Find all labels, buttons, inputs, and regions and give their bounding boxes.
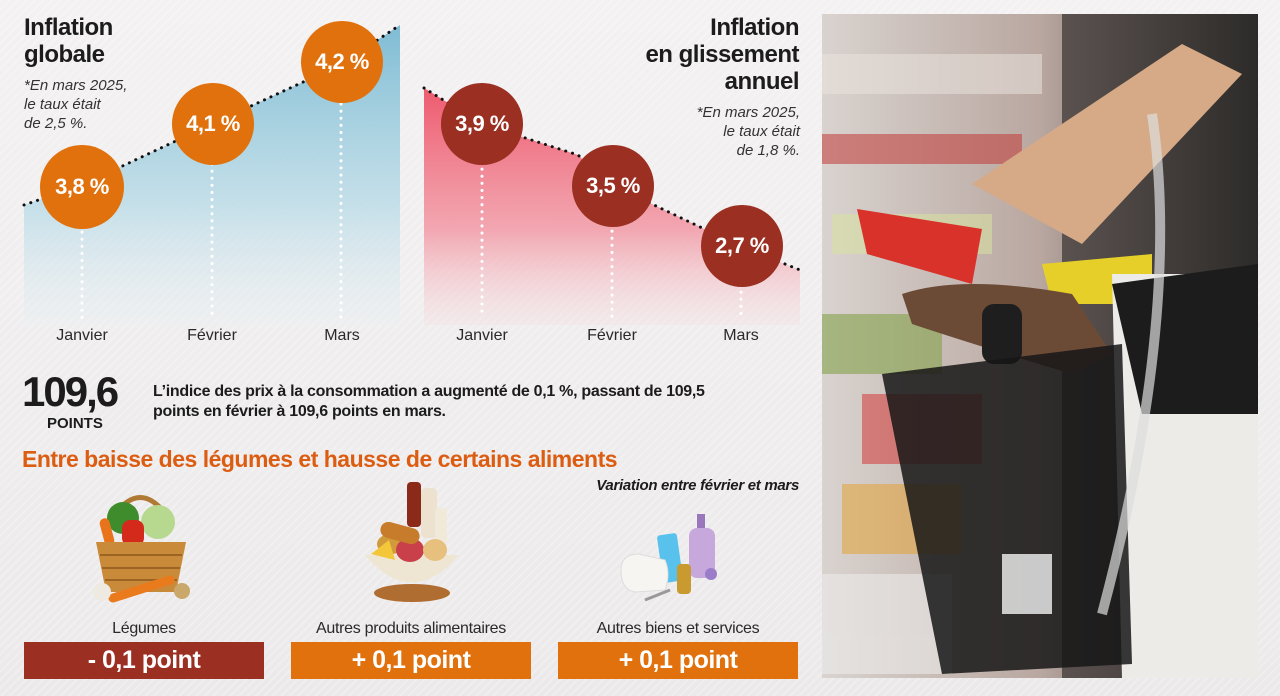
toiletries-icon bbox=[620, 514, 717, 602]
variation-badge: + 0,1 point bbox=[291, 642, 531, 679]
data-point-bubble: 4,1 % bbox=[172, 83, 254, 165]
note-line: de 2,5 %. bbox=[24, 115, 88, 132]
annual-inflation-title: Inflation en glissement annuel bbox=[645, 14, 799, 95]
food-bowl-icon bbox=[365, 482, 459, 602]
title-line: globale bbox=[24, 41, 105, 68]
global-inflation-area bbox=[24, 25, 400, 325]
variation-badge: + 0,1 point bbox=[558, 642, 798, 679]
title-line: Inflation bbox=[24, 14, 113, 41]
annual-inflation-note: *En mars 2025, le taux était de 1,8 %. bbox=[697, 103, 800, 160]
description-line: L’indice des prix à la consommation a au… bbox=[153, 383, 705, 400]
cpi-value: 109,6 bbox=[22, 368, 119, 415]
data-point-bubble: 3,8 % bbox=[40, 145, 124, 229]
description-line: points en février à 109,6 points en mars… bbox=[153, 403, 446, 420]
title-line: en glissement bbox=[645, 41, 799, 68]
note-line: le taux était bbox=[24, 96, 101, 113]
vegetable-basket-icon bbox=[93, 495, 190, 603]
cpi-description: L’indice des prix à la consommation a au… bbox=[153, 382, 705, 422]
x-axis-label: Mars bbox=[723, 327, 759, 344]
cpi-unit: POINTS bbox=[47, 415, 103, 432]
global-inflation-title: Inflation globale bbox=[24, 14, 113, 68]
title-line: annuel bbox=[724, 68, 800, 95]
note-line: le taux était bbox=[723, 123, 800, 140]
data-point-bubble: 3,9 % bbox=[441, 83, 523, 165]
category-label: Autres produits alimentaires bbox=[316, 620, 506, 637]
note-line: *En mars 2025, bbox=[24, 77, 128, 94]
data-point-bubble: 3,5 % bbox=[572, 145, 654, 227]
global-inflation-note: *En mars 2025, le taux était de 2,5 %. bbox=[24, 76, 127, 133]
note-line: *En mars 2025, bbox=[696, 104, 800, 121]
x-axis-label: Mars bbox=[324, 327, 360, 344]
note-line: de 1,8 %. bbox=[736, 142, 800, 159]
shopper-photo bbox=[822, 14, 1258, 678]
variation-badge: - 0,1 point bbox=[24, 642, 264, 679]
x-axis-label: Février bbox=[587, 327, 637, 344]
x-axis-label: Janvier bbox=[456, 327, 508, 344]
section-subtitle: Variation entre février et mars bbox=[596, 477, 799, 494]
data-point-bubble: 2,7 % bbox=[701, 205, 783, 287]
x-axis-label: Février bbox=[187, 327, 237, 344]
category-label: Autres biens et services bbox=[596, 620, 760, 637]
section-title: Entre baisse des légumes et hausse de ce… bbox=[22, 446, 618, 472]
category-label: Légumes bbox=[112, 620, 176, 637]
x-axis-label: Janvier bbox=[56, 327, 108, 344]
title-line: Inflation bbox=[710, 14, 799, 41]
data-point-bubble: 4,2 % bbox=[301, 21, 383, 103]
